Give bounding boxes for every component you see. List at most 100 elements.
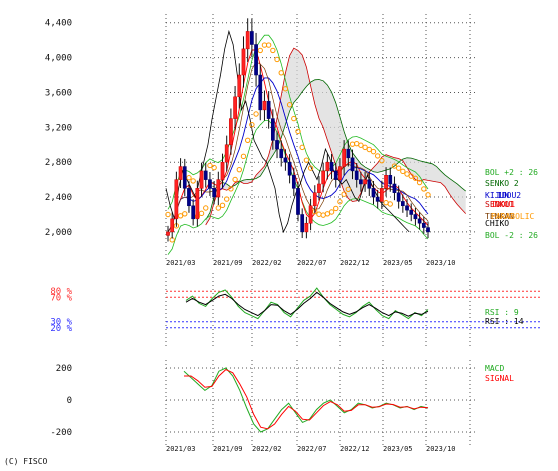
legend-entry: KIJUN [485, 191, 509, 200]
candle [203, 170, 208, 180]
rsi-tick-label: 80 % [50, 287, 72, 297]
parabolic-dot [291, 115, 297, 122]
rsi-tick-label: 70 % [50, 293, 72, 303]
parabolic-dot [349, 141, 356, 147]
candle [166, 231, 170, 236]
date-label: 2022/07 [297, 259, 327, 267]
price-tick-label: 2,400 [45, 193, 72, 203]
parabolic-dot [379, 157, 385, 164]
candle [363, 179, 367, 185]
legend-entry: IDOU2 [497, 191, 521, 200]
candle [258, 74, 263, 111]
price-tick-label: 2,000 [45, 228, 72, 238]
chart-grid [165, 14, 540, 447]
price-tick-label: 4,400 [45, 19, 72, 29]
rsi-line [185, 287, 429, 320]
parabolic-dot [224, 196, 230, 202]
parabolic-dot [286, 102, 293, 108]
date-label: 2022/12 [340, 445, 370, 453]
macd-line [183, 367, 429, 433]
candle [291, 175, 296, 189]
candle [375, 196, 380, 202]
candle [380, 188, 384, 202]
candle [409, 209, 414, 215]
date-label: 2022/07 [297, 445, 327, 453]
candle [195, 188, 200, 220]
parabolic-dot [333, 205, 339, 212]
parabolic-dot [274, 56, 280, 63]
candle [405, 205, 409, 211]
date-label: 2021/03 [166, 259, 196, 267]
parabolic-dot [232, 176, 238, 183]
candle [325, 161, 330, 172]
rsi-tick-label: 20 % [50, 324, 72, 334]
candle [270, 118, 275, 141]
parabolic-dot [391, 163, 398, 169]
candle [254, 44, 258, 76]
macd-line [184, 369, 429, 430]
parabolic-dot [412, 175, 419, 181]
legend-entry: CHIKO [485, 219, 509, 228]
date-label: 2021/09 [213, 259, 243, 267]
candle [187, 188, 191, 207]
parabolic-dot [249, 121, 255, 128]
candle [191, 205, 196, 220]
parabolic-dot [253, 111, 259, 117]
rsi-legend-entry: RSI : 14 [485, 317, 524, 326]
candle [359, 179, 363, 185]
price-tick-label: 2,800 [45, 158, 72, 168]
parabolic-dot [366, 146, 372, 153]
legend-entry: BOL -2 : 26 [485, 231, 538, 240]
candle [229, 118, 233, 146]
parabolic-dot [203, 205, 209, 211]
ichimoku-cloud [205, 48, 466, 226]
candle [212, 188, 216, 198]
parabolic-dot [345, 186, 352, 192]
legend-entry: IDOU1 [491, 200, 515, 209]
price-tick-label: 4,000 [45, 54, 72, 64]
parabolic-dot [211, 164, 217, 171]
parabolic-dot [307, 165, 314, 171]
chiko-line [165, 29, 410, 234]
parabolic-dot [328, 209, 335, 215]
candle [174, 179, 179, 220]
date-label: 2023/05 [383, 259, 413, 267]
parabolic-dot [416, 179, 423, 186]
date-label: 2021/09 [213, 445, 243, 453]
bollinger-upper-line [167, 34, 429, 210]
parabolic-dot [177, 213, 184, 219]
parabolic-dot [387, 201, 393, 207]
candle [170, 218, 175, 233]
parabolic-dot [316, 211, 322, 217]
senko2-line [205, 79, 466, 220]
rsi-legend-entry: RSI : 9 [485, 308, 519, 317]
macd-series [183, 367, 429, 433]
candle [400, 201, 405, 207]
candle [178, 166, 183, 180]
price-tick-label: 3,200 [45, 123, 72, 133]
candle [300, 214, 305, 233]
candle [371, 188, 376, 198]
date-label: 2023/10 [426, 259, 456, 267]
candle [208, 179, 212, 189]
date-label: 2021/03 [166, 445, 196, 453]
parabolic-dot [257, 47, 263, 54]
rsi-line [185, 291, 429, 317]
candle [342, 148, 346, 167]
parabolic-dot [278, 70, 284, 76]
parabolic-dot [190, 178, 196, 184]
candle [354, 170, 359, 180]
candle [346, 148, 351, 159]
legend-entry: TENKAN [485, 212, 514, 221]
legend-entry: BOL +2 : 26 [485, 168, 538, 177]
date-label: 2023/05 [383, 445, 413, 453]
candle [199, 170, 204, 189]
parabolic-dot [265, 42, 272, 48]
candle [233, 96, 237, 119]
parabolic-dot [370, 148, 377, 155]
candle [241, 48, 246, 76]
parabolic-dot [303, 157, 310, 163]
candle [216, 179, 221, 198]
parabolic-dot [295, 128, 301, 135]
candle [296, 188, 300, 215]
